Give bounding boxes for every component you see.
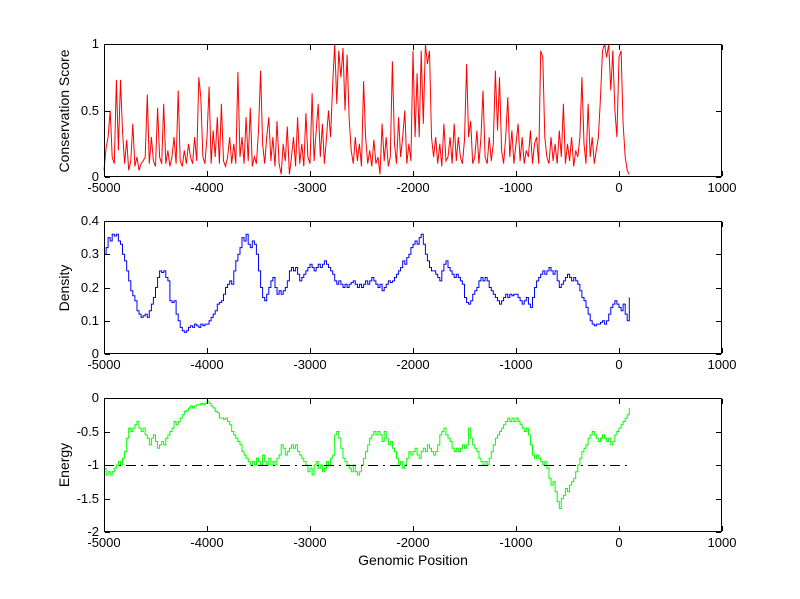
x-tick-label: -2000 — [396, 535, 430, 550]
subplot-conservation-score: Conservation Score -5000 -4000 -3000 -2000-… — [56, 37, 736, 195]
x-axis-label: Genomic Position — [358, 552, 468, 568]
x-tick-label: -4000 — [190, 180, 224, 195]
x-tick-label: 0 — [615, 535, 623, 550]
x-tick-label: -5000 — [87, 357, 121, 372]
y-tick-label: 0.1 — [80, 312, 99, 328]
x-tick-label: -5000 — [87, 180, 121, 195]
x-tick-label: 0 — [615, 180, 623, 195]
axes-box — [104, 44, 722, 177]
x-tick-label: -1000 — [499, 357, 533, 372]
x-tick-label: -4000 — [190, 357, 224, 372]
y-tick-label: -0.5 — [76, 423, 99, 439]
x-tick-label: 1000 — [707, 357, 737, 372]
subplot-energy: Energy Genomic Position -5000 -4000 -3000-… — [56, 391, 736, 569]
axes-box — [104, 398, 722, 532]
energy-line — [104, 400, 630, 509]
y-tick-label: -1.5 — [76, 490, 99, 506]
x-tick-label: 0 — [615, 357, 623, 372]
x-tick-label: -1000 — [499, 180, 533, 195]
axes-box — [104, 221, 722, 354]
x-tick-label: -3000 — [293, 180, 327, 195]
subplot-density: Density -5000 -4000 -3000 -2000 -1000 0 1000 0 0… — [56, 214, 736, 372]
x-tick-label: -5000 — [87, 535, 121, 550]
x-tick-label: -2000 — [396, 357, 430, 372]
y-tick-label: 0.5 — [80, 102, 99, 118]
y-tick-label: 0 — [91, 346, 99, 361]
plot-area-density — [104, 221, 723, 355]
y-tick-label: 0 — [91, 390, 99, 405]
plot-area-conservation — [103, 43, 723, 178]
x-tick-label: -4000 — [190, 535, 224, 550]
y-tick-label: 1 — [91, 36, 99, 51]
plot-area-energy — [104, 398, 723, 533]
density-line — [104, 233, 630, 333]
y-tick-label: 0.4 — [80, 213, 99, 228]
x-tick-label: 1000 — [707, 180, 737, 195]
x-tick-label: -2000 — [396, 180, 430, 195]
x-tick-label: -3000 — [293, 535, 327, 550]
x-tick-label: 1000 — [707, 535, 737, 550]
conservation-score-line — [103, 43, 630, 175]
x-tick-label: -3000 — [293, 357, 327, 372]
y-tick-label: 0.2 — [80, 279, 99, 295]
x-tick-label: -1000 — [499, 535, 533, 550]
y-tick-label: 0 — [91, 169, 99, 184]
y-tick-label: 0.3 — [80, 246, 99, 262]
y-tick-label: -2 — [87, 524, 99, 539]
y-tick-label: -1 — [87, 457, 99, 472]
